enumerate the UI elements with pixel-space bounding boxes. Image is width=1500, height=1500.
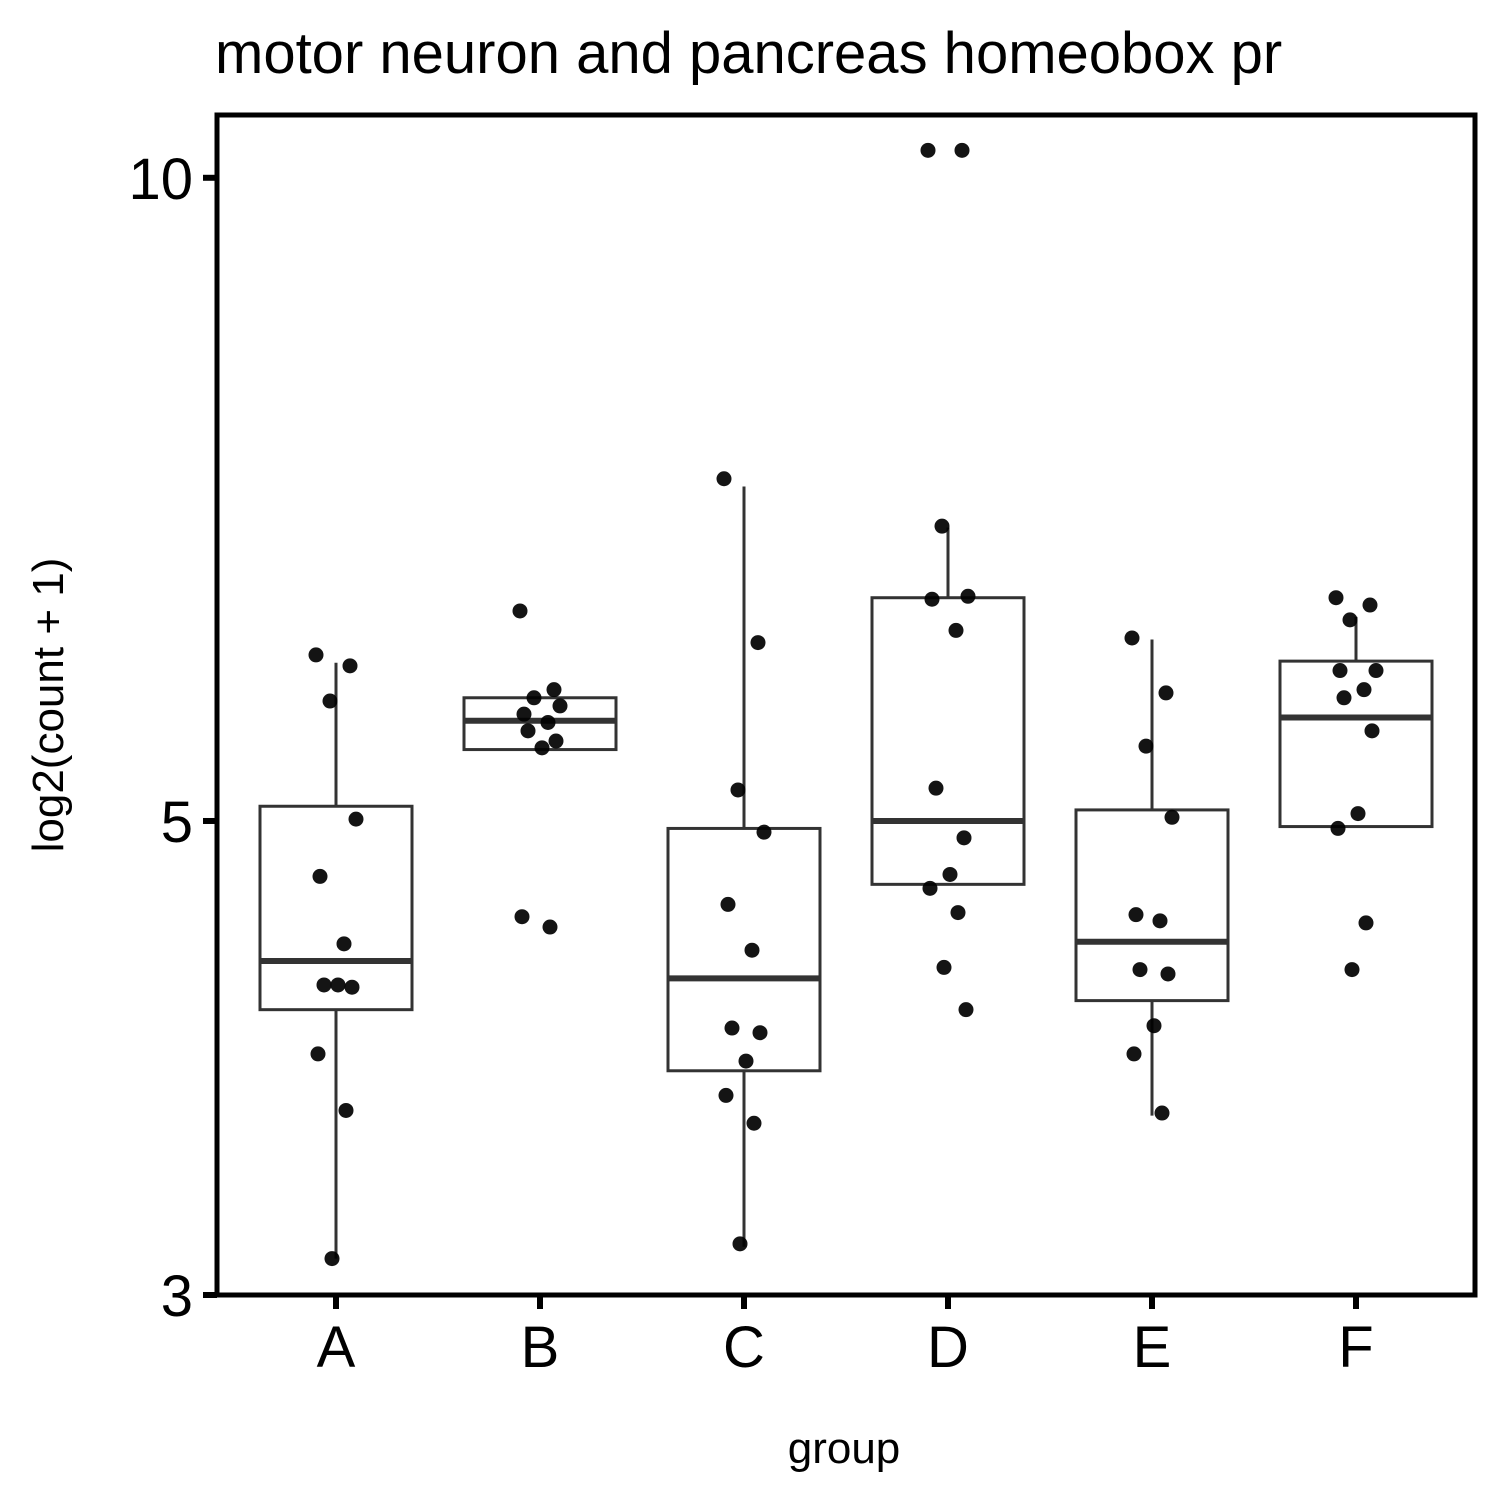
x-tick-label: B — [521, 1315, 560, 1380]
data-point — [752, 1025, 768, 1041]
data-point — [338, 1102, 354, 1118]
data-point — [540, 714, 556, 730]
data-point — [310, 1046, 326, 1062]
data-point — [1368, 663, 1384, 679]
data-point — [960, 588, 976, 604]
data-point — [934, 518, 950, 534]
x-tick-label: F — [1338, 1315, 1373, 1380]
x-tick-label: D — [927, 1315, 969, 1380]
data-point — [308, 647, 324, 663]
data-point — [1336, 690, 1352, 706]
data-point — [1138, 738, 1154, 754]
data-point — [920, 142, 936, 158]
data-point — [1358, 915, 1374, 931]
data-point — [336, 936, 352, 952]
data-point — [958, 1002, 974, 1018]
box-E — [1074, 808, 1230, 1003]
data-point — [514, 909, 530, 925]
data-point — [756, 824, 772, 840]
data-point — [324, 1251, 340, 1267]
chart-title: motor neuron and pancreas homeobox pr — [215, 21, 1282, 86]
data-point — [950, 905, 966, 921]
data-point — [1160, 966, 1176, 982]
data-point — [348, 811, 364, 827]
data-point — [718, 1087, 734, 1103]
data-point — [1126, 1046, 1142, 1062]
x-tick-label: C — [723, 1315, 765, 1380]
data-point — [526, 690, 542, 706]
data-point — [720, 896, 736, 912]
box-D — [870, 596, 1026, 886]
data-point — [1356, 682, 1372, 698]
data-point — [1342, 612, 1358, 628]
data-point — [1328, 590, 1344, 606]
x-axis-title: group — [788, 1424, 901, 1473]
data-point — [744, 942, 760, 958]
data-point — [548, 733, 564, 749]
data-point — [316, 977, 332, 993]
data-point — [534, 740, 550, 756]
data-point — [716, 471, 732, 487]
data-point — [1146, 1018, 1162, 1034]
data-point — [1152, 913, 1168, 929]
plot-panel-border — [214, 112, 1478, 1298]
data-point — [928, 780, 944, 796]
data-point — [552, 698, 568, 714]
box-C — [666, 826, 822, 1073]
data-point — [1164, 809, 1180, 825]
data-point — [1128, 907, 1144, 923]
data-point — [750, 635, 766, 651]
data-point — [724, 1020, 740, 1036]
data-point — [1332, 663, 1348, 679]
data-point — [1362, 597, 1378, 613]
data-point — [516, 706, 532, 722]
data-point — [520, 723, 536, 739]
data-point — [1158, 685, 1174, 701]
data-point — [924, 591, 940, 607]
y-axis-title: log2(count + 1) — [24, 558, 73, 853]
y-tick-label: 5 — [161, 790, 193, 855]
data-point — [948, 622, 964, 638]
data-point — [344, 979, 360, 995]
x-tick-label: A — [317, 1315, 356, 1380]
data-point — [322, 693, 338, 709]
data-point — [738, 1053, 754, 1069]
plot-area: 3 5 10 A B C D E F — [128, 142, 1434, 1380]
data-point — [1132, 962, 1148, 978]
y-tick-label: 10 — [128, 147, 193, 212]
data-point — [730, 782, 746, 798]
data-point — [1350, 806, 1366, 822]
data-point — [542, 919, 558, 935]
box-A — [258, 804, 414, 1012]
data-point — [954, 142, 970, 158]
data-point — [942, 866, 958, 882]
data-point — [330, 977, 346, 993]
data-point — [546, 682, 562, 698]
data-point — [512, 603, 528, 619]
data-point — [746, 1115, 762, 1131]
x-tick-label: E — [1133, 1315, 1172, 1380]
data-point — [1330, 820, 1346, 836]
data-point — [922, 880, 938, 896]
box-F — [1278, 659, 1434, 829]
data-point — [1344, 962, 1360, 978]
data-point — [1154, 1105, 1170, 1121]
data-point — [312, 868, 328, 884]
data-point — [956, 830, 972, 846]
data-point — [936, 959, 952, 975]
y-tick-label: 3 — [161, 1264, 193, 1329]
data-point — [1124, 630, 1140, 646]
data-point — [1364, 723, 1380, 739]
data-point — [732, 1236, 748, 1252]
data-point — [342, 658, 358, 674]
